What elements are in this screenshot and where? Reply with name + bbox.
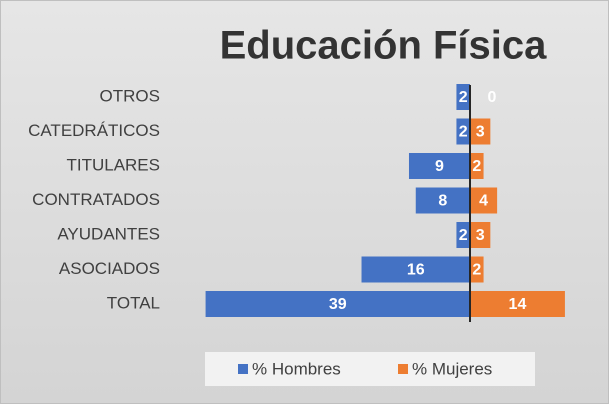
data-label: 2 xyxy=(459,124,468,141)
category-label: CATEDRÁTICOS xyxy=(28,121,160,140)
data-label: 3 xyxy=(476,124,485,141)
bar xyxy=(408,153,470,179)
data-label: 2 xyxy=(472,158,481,175)
category-label: CONTRATADOS xyxy=(32,190,160,209)
legend-label: % Hombres xyxy=(252,359,341,378)
data-label: 16 xyxy=(407,262,425,279)
bar xyxy=(470,118,491,145)
bar xyxy=(470,291,565,317)
data-label: 3 xyxy=(476,227,485,244)
legend-swatch xyxy=(398,364,408,374)
bar xyxy=(470,187,498,214)
data-label: 9 xyxy=(435,158,444,175)
category-label: TOTAL xyxy=(107,293,160,312)
legend-box xyxy=(205,352,535,386)
data-label: 39 xyxy=(329,296,347,313)
bar xyxy=(361,256,470,283)
bar xyxy=(415,187,470,214)
bar xyxy=(470,256,484,283)
data-label: 4 xyxy=(479,193,488,210)
bar xyxy=(205,291,470,317)
category-label: ASOCIADOS xyxy=(59,259,160,278)
bar xyxy=(456,84,470,110)
bar xyxy=(470,222,491,248)
data-label: 0 xyxy=(488,89,497,106)
data-label: 8 xyxy=(438,193,447,210)
category-label: OTROS xyxy=(100,86,160,105)
data-label: 2 xyxy=(459,89,468,106)
category-label: TITULARES xyxy=(66,155,160,174)
data-label: 2 xyxy=(472,262,481,279)
data-label: 14 xyxy=(509,296,527,313)
category-label: AYUDANTES xyxy=(57,224,160,243)
bar xyxy=(456,222,470,248)
bar xyxy=(470,153,484,179)
bar xyxy=(456,118,470,145)
legend-label: % Mujeres xyxy=(412,359,492,378)
chart-title: Educación Física xyxy=(220,24,548,68)
legend-swatch xyxy=(238,364,248,374)
data-label: 2 xyxy=(459,227,468,244)
